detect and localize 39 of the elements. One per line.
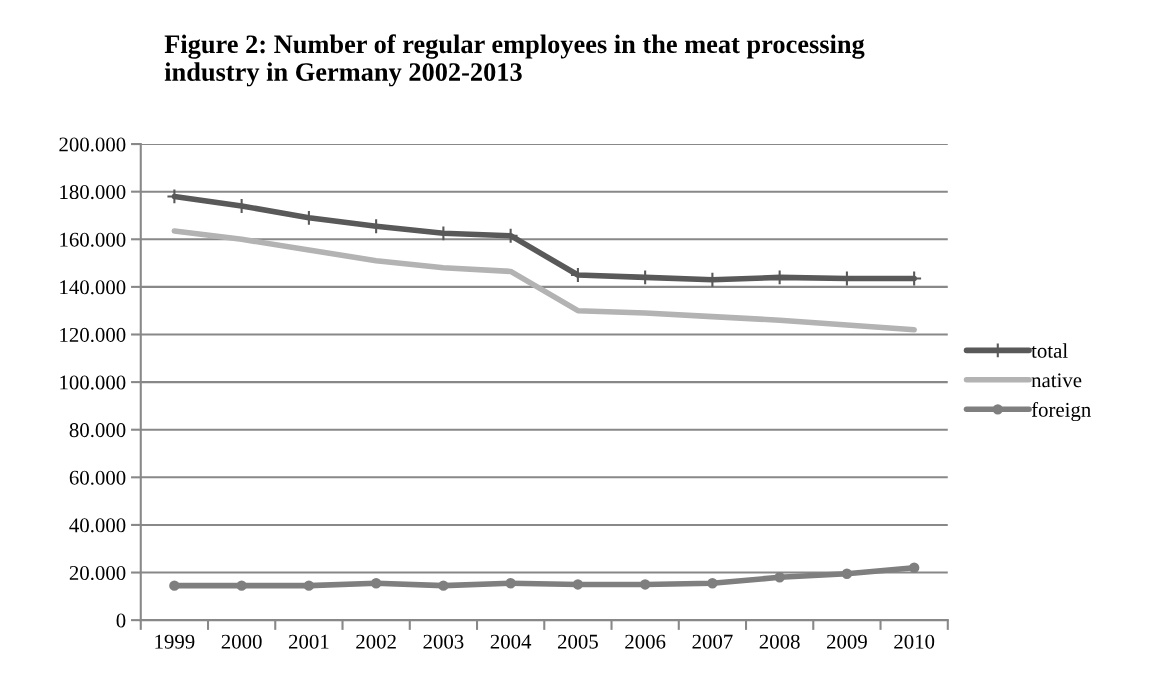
x-tick-label: 2008 — [759, 634, 800, 649]
x-tick-label: 2009 — [826, 634, 867, 649]
x-tick-label: 2003 — [423, 634, 464, 649]
y-tick-label: 160.000 — [60, 232, 126, 247]
x-tick-label: 1999 — [155, 634, 195, 649]
point — [572, 579, 584, 590]
y-tick-label: 200.000 — [59, 137, 126, 152]
y-tick-label: 120.000 — [60, 327, 126, 343]
x-tick-label: 2005 — [557, 634, 598, 649]
y-tick-label: 60.000 — [69, 470, 126, 485]
y-tick-label: 40.000 — [69, 518, 126, 533]
x-tick-label: 2000 — [221, 634, 262, 649]
point — [438, 580, 449, 591]
y-tick-label: 80.000 — [69, 423, 126, 438]
x-tick-label: 2004 — [490, 634, 532, 649]
x-tick-label: 2006 — [625, 634, 666, 649]
point — [169, 580, 180, 591]
point — [303, 580, 315, 591]
point — [370, 578, 382, 589]
point — [505, 578, 516, 589]
y-tick-label: 180.000 — [60, 185, 126, 200]
legend-label: foreign — [1031, 401, 1091, 422]
y-tick-label: 100.000 — [60, 375, 126, 390]
y-tick-label: 0 — [116, 613, 126, 628]
y-tick-label: 140.000 — [60, 280, 126, 295]
legend-label: native — [1031, 373, 1082, 388]
point — [236, 580, 247, 591]
chart-title: Figure 2: Number of regular employees in the meat processing industry in Germany 2002-2013 — [164, 34, 865, 87]
point — [707, 578, 718, 589]
x-tick-label: 2002 — [356, 634, 396, 649]
x-tick-label: 2010 — [894, 634, 935, 649]
legend-label: total — [1031, 343, 1068, 358]
point — [908, 562, 920, 573]
point — [774, 572, 785, 583]
point — [639, 579, 651, 590]
x-tick-label: 2007 — [692, 634, 733, 649]
point — [841, 568, 853, 579]
y-tick-label: 20.000 — [69, 565, 126, 581]
x-tick-label: 2001 — [288, 634, 329, 649]
